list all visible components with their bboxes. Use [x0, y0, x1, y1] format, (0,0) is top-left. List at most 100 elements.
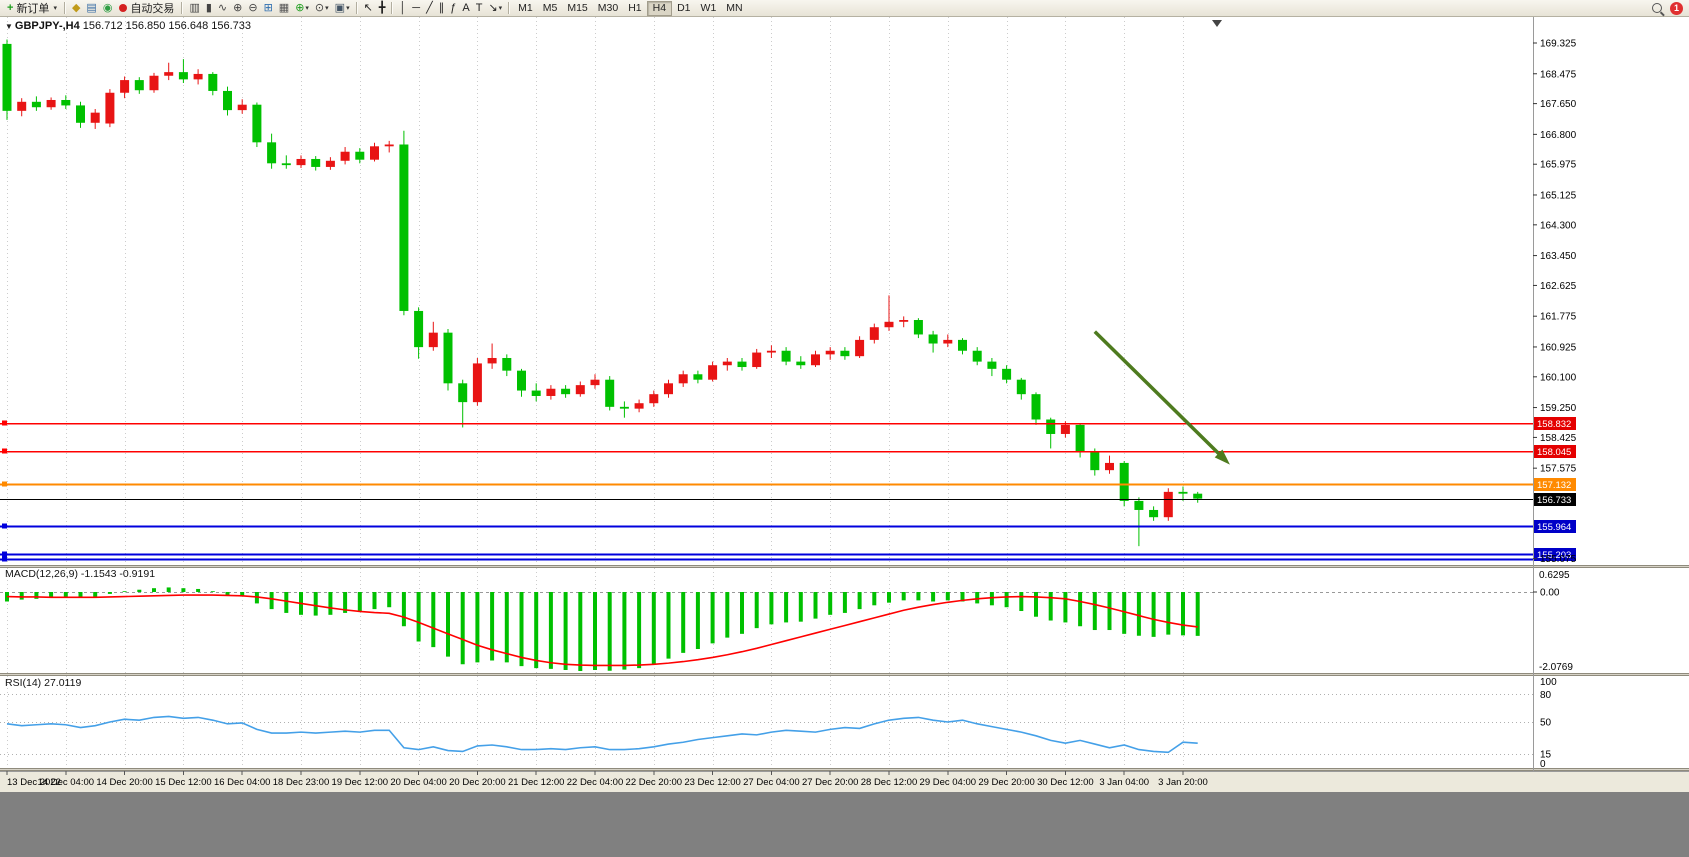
autotrade-button[interactable]: 自动交易 — [115, 1, 178, 16]
chart-area[interactable]: 158.832 158.045 157.132 155.964 155.203 156.7… — [0, 17, 1689, 792]
candle — [1105, 462, 1114, 471]
line-handle[interactable] — [2, 551, 7, 557]
svg-text:3 Jan 04:00: 3 Jan 04:00 — [1099, 777, 1149, 788]
svg-text:0: 0 — [1540, 759, 1546, 770]
chart-symbol-title: GBPJPY-,H4 — [14, 20, 80, 32]
svg-text:166.800: 166.800 — [1540, 130, 1577, 141]
candle — [178, 72, 188, 80]
toolbar-separator — [355, 2, 358, 14]
candle — [237, 104, 247, 111]
timeframe-h4-button[interactable]: H4 — [646, 0, 673, 16]
candle — [134, 80, 144, 91]
pane-splitters[interactable] — [0, 565, 1689, 771]
tile-windows-button[interactable]: ⊞ — [261, 1, 276, 16]
svg-text:160.100: 160.100 — [1540, 372, 1577, 383]
line-handle[interactable] — [2, 523, 7, 529]
candle — [399, 144, 409, 311]
svg-text:-2.0769: -2.0769 — [1539, 662, 1573, 673]
notification-badge[interactable]: 1 — [1670, 1, 1683, 15]
candle — [223, 90, 232, 111]
timeframe-d1-button[interactable]: D1 — [677, 1, 691, 14]
candle — [531, 390, 541, 396]
new-order-button[interactable]: + 新订单 ▾ — [3, 1, 61, 16]
pane-splitter[interactable] — [0, 673, 1689, 676]
candle — [193, 73, 203, 80]
svg-text:28 Dec 12:00: 28 Dec 12:00 — [861, 777, 918, 788]
candle — [1149, 509, 1159, 518]
text-label-button[interactable]: T — [473, 1, 486, 16]
zoom-in-button[interactable]: ⊕ — [230, 1, 245, 16]
timeframe-m15-button[interactable]: M15 — [567, 1, 588, 14]
horizontal-line-button[interactable]: ─ — [409, 1, 423, 16]
candle — [1046, 419, 1056, 434]
svg-text:22 Dec 04:00: 22 Dec 04:00 — [567, 777, 624, 788]
line-handle[interactable] — [2, 556, 7, 562]
pane-splitter[interactable] — [0, 768, 1689, 771]
vertical-line-button[interactable]: │ — [396, 1, 409, 16]
line-handle[interactable] — [2, 448, 7, 454]
indicators-button[interactable]: ⊕ ▾ — [292, 1, 312, 16]
fibonacci-button[interactable]: ƒ — [447, 1, 459, 16]
timeframe-m30-button[interactable]: M30 — [597, 1, 619, 14]
rsi-value: 27.0119 — [44, 677, 82, 689]
timeframe-m5-button[interactable]: M5 — [542, 1, 558, 14]
timeframe-m1-button[interactable]: M1 — [518, 1, 533, 14]
svg-text:162.625: 162.625 — [1540, 281, 1577, 292]
autotrade-status-icon — [119, 4, 128, 12]
svg-text:18 Dec 23:00: 18 Dec 23:00 — [273, 777, 330, 788]
candle — [619, 406, 629, 409]
metaeditor-icon: ◆ — [71, 1, 81, 14]
candles-layer — [2, 39, 1203, 547]
candle — [1119, 462, 1129, 501]
candlestick-chart-button[interactable]: ▮ — [203, 1, 215, 16]
timeframe-w1-button[interactable]: W1 — [700, 1, 717, 14]
templates-button[interactable]: ▣ ▾ — [332, 1, 353, 16]
market-watch-button[interactable]: ▤ — [83, 1, 99, 16]
text-button[interactable]: A — [459, 1, 472, 16]
vertical-line-icon: │ — [399, 1, 407, 14]
pane-splitter[interactable] — [0, 565, 1689, 568]
metaeditor-button[interactable]: ◆ — [69, 1, 83, 16]
line-chart-button[interactable]: ∿ — [215, 1, 230, 16]
bar-chart-button[interactable]: ▥ — [186, 1, 202, 16]
line-handle[interactable] — [2, 420, 7, 426]
svg-text:100: 100 — [1540, 677, 1557, 688]
toolbar-separator — [63, 2, 66, 14]
line-handle[interactable] — [2, 481, 7, 487]
channel-button[interactable]: ∥ — [436, 1, 448, 16]
rsi-pane — [0, 694, 1533, 755]
timeframe-h1-button[interactable]: H1 — [628, 1, 642, 14]
svg-text:29 Dec 20:00: 29 Dec 20:00 — [978, 777, 1035, 788]
arrows-button[interactable]: ↘ ▾ — [485, 1, 505, 16]
search-icon[interactable] — [1652, 3, 1662, 13]
time-axis-strip[interactable] — [0, 771, 1689, 792]
crosshair-button[interactable]: ╋ — [376, 1, 389, 16]
candle — [913, 319, 923, 335]
chart-shift-marker[interactable] — [1212, 20, 1222, 27]
svg-text:15: 15 — [1540, 750, 1552, 761]
cursor-button[interactable]: ↖ — [361, 1, 376, 16]
arrows-icon: ↘ — [488, 1, 498, 14]
trendline-button[interactable]: ╱ — [423, 1, 436, 16]
svg-text:23 Dec 12:00: 23 Dec 12:00 — [684, 777, 741, 788]
zoom-out-button[interactable]: ⊖ — [245, 1, 260, 16]
collapse-icon[interactable]: ▼ — [5, 22, 13, 31]
timeframe-mn-button[interactable]: MN — [726, 1, 743, 14]
cascade-windows-button[interactable]: ▦ — [276, 1, 292, 16]
candle — [1002, 368, 1012, 380]
candle — [267, 142, 277, 164]
macd-indicator-label: MACD(12,26,9) -1.1543 -0.9191 — [5, 568, 155, 580]
periods-button[interactable]: ⊙ ▾ — [312, 1, 332, 16]
price-badge — [1534, 520, 1576, 533]
price-axis[interactable]: 169.325 168.475 167.650 166.800 165.975 165.1… — [1533, 17, 1577, 771]
candle — [1075, 424, 1085, 453]
svg-text:30 Dec 12:00: 30 Dec 12:00 — [1037, 777, 1094, 788]
svg-text:155.075: 155.075 — [1540, 554, 1577, 565]
candle — [928, 334, 938, 344]
community-button[interactable]: ◉ — [100, 1, 116, 16]
candle — [693, 374, 703, 380]
candle — [1163, 491, 1173, 518]
candle — [296, 158, 306, 166]
trend-arrow[interactable] — [1093, 330, 1230, 465]
